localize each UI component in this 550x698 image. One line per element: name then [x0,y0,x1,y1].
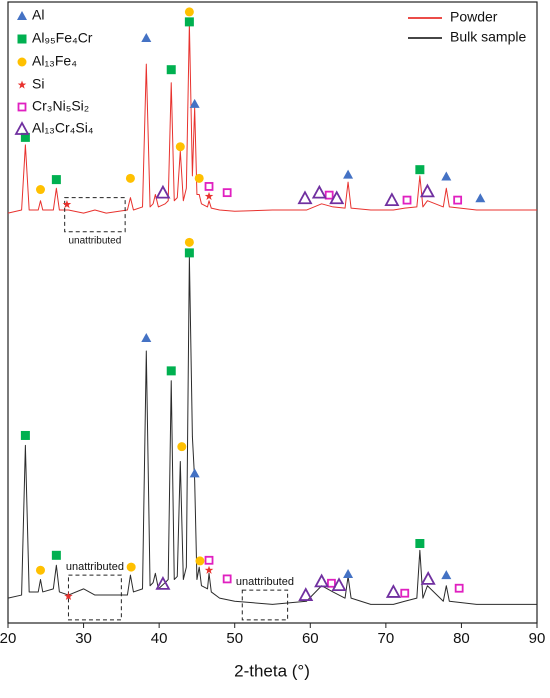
legend-symbol [17,34,27,44]
phase-marker [327,578,336,588]
x-axis-label: 2-theta (°) [234,661,310,680]
phase-marker [184,7,194,17]
phase-marker [177,442,187,452]
phase-marker [166,65,176,75]
phase-marker [453,195,463,205]
phase-marker [51,175,61,185]
phase-marker [51,550,61,560]
phase-marker [329,190,345,205]
series-line [7,23,537,214]
phase-marker [311,184,327,199]
phase-marker [62,199,72,209]
region-label: unattributed [66,561,124,573]
phase-marker [331,577,347,592]
phase-marker [441,171,452,181]
region-box [64,197,126,233]
phase-marker [343,568,354,578]
phase-marker [20,132,30,142]
series-line [7,256,537,605]
phase-marker [141,33,152,43]
legend-label: Bulk sample [450,29,526,45]
phase-marker [64,591,73,600]
legend-label: Al₁₃Fe₄ [32,53,77,69]
phase-marker [222,188,232,198]
region-label: unattributed [236,576,294,588]
x-tick-label: 80 [453,630,470,647]
phase-marker [126,562,136,572]
phase-marker [384,192,400,206]
phase-marker [125,173,135,183]
phase-marker [195,556,205,566]
region-label: unattributed [68,235,121,246]
phase-marker [189,98,200,108]
phase-marker [189,468,200,478]
phase-marker [204,182,214,191]
legend-label: Si [32,76,44,92]
phase-marker [324,190,334,200]
phase-marker [184,248,194,258]
phase-marker [155,575,171,590]
x-tick-label: 20 [0,630,16,647]
x-tick-label: 90 [529,630,546,647]
legend-label: Powder [450,9,498,25]
phase-marker [419,183,435,198]
phase-marker [400,588,410,598]
phase-marker [204,555,214,565]
legend-symbol [17,80,27,89]
x-tick-label: 70 [378,630,395,647]
legend-symbol [17,102,27,112]
legend-label: Al₉₅Fe₄Cr [32,30,93,46]
phase-marker [415,539,425,549]
phase-marker [204,565,214,574]
x-tick-label: 60 [302,630,319,647]
phase-marker [20,430,30,440]
phase-marker [402,195,412,205]
phase-marker [184,237,194,247]
phase-marker [343,169,354,179]
legend-label: Al [32,7,44,23]
legend-symbol [17,57,27,67]
x-tick-label: 30 [75,630,92,647]
legend-label: Al₁₃Cr₄Si₄ [32,120,94,136]
phase-marker [35,565,45,575]
legend-symbol [17,11,27,20]
phase-marker [222,574,232,584]
phase-marker [385,584,401,598]
phase-marker [441,570,452,580]
x-tick-label: 50 [226,630,243,647]
x-tick-label: 40 [151,630,168,647]
phase-marker [475,193,486,203]
phase-marker [194,173,204,183]
phase-marker [175,142,185,152]
phase-marker [415,165,425,175]
phase-marker [141,332,152,342]
phase-marker [155,184,171,199]
phase-marker [314,573,330,588]
phase-marker [204,191,214,201]
region-box [67,574,122,621]
legend-label: Cr₃Ni₅Si₂ [32,98,89,114]
region-box [241,589,289,621]
phase-marker [35,185,45,195]
phase-marker [298,587,314,601]
phase-marker [184,17,194,27]
phase-marker [454,583,464,593]
phase-marker [420,571,436,585]
plot-frame [7,1,538,624]
phase-marker [166,366,176,376]
phase-marker [297,190,313,205]
legend-symbol [14,121,30,135]
